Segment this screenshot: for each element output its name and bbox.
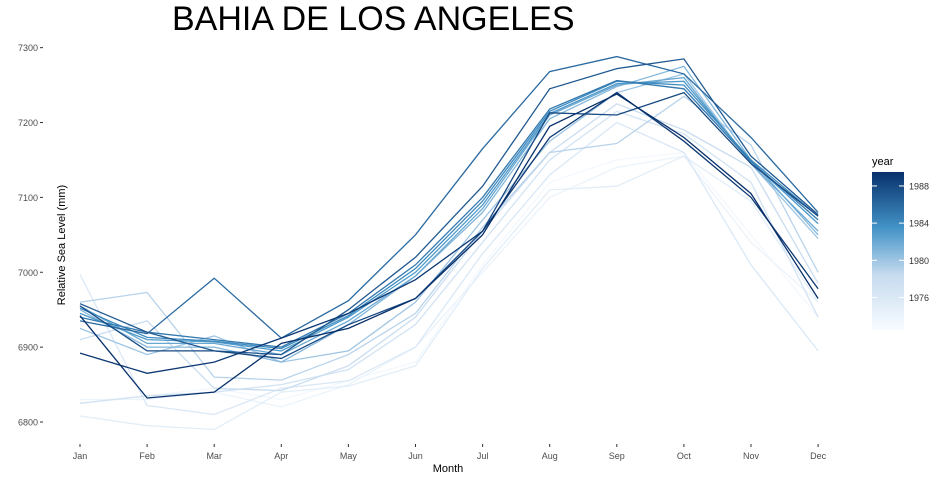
series-lines: [79, 55, 819, 431]
colorbar: [872, 172, 904, 330]
series-line-1990: [79, 93, 819, 399]
x-tick-label: Jun: [408, 451, 423, 461]
colorbar-tick-label: 1988: [909, 181, 929, 191]
x-axis: Jan Feb Mar Apr May Jun Jul Aug Sep Oct Nov Dec: [73, 444, 827, 461]
colorbar-ticks: 1976 1980 1984 1988: [872, 181, 929, 303]
x-tick-label: Feb: [139, 451, 155, 461]
y-axis: 6800 6900 7000 7100 7200 7300: [18, 43, 43, 428]
chart-title: BAHIA DE LOS ANGELES: [172, 0, 575, 38]
x-tick-label: Jul: [477, 451, 489, 461]
series-line-1988: [79, 91, 819, 360]
series-line-1974: [80, 155, 819, 408]
series-line-1984: [79, 80, 819, 350]
y-axis-title: Relative Sea Level (mm): [56, 184, 69, 306]
series-line-1982: [79, 76, 819, 356]
series-line-1983: [79, 80, 819, 352]
colorbar-tick-label: 1976: [909, 293, 929, 303]
y-tick-label: 6800: [18, 418, 38, 428]
colorbar-tick-label: 1980: [909, 256, 929, 266]
x-tick-label: Sep: [609, 451, 625, 461]
y-tick-label: 6900: [18, 343, 38, 353]
legend-title: year: [872, 156, 894, 168]
x-tick-label: Aug: [542, 451, 558, 461]
series-line-1981: [79, 65, 819, 363]
series-line-1978: [79, 103, 819, 392]
series-line-1989: [79, 91, 819, 374]
x-axis-title: Month: [432, 463, 464, 475]
x-tick-label: Oct: [677, 451, 692, 461]
series-line-1976: [79, 121, 819, 416]
x-tick-label: Jan: [73, 451, 88, 461]
series-line-1977: [79, 110, 819, 404]
series-line-1973: [79, 151, 819, 404]
y-tick-label: 7200: [18, 118, 38, 128]
x-tick-label: Mar: [206, 451, 222, 461]
series-line-1975: [79, 155, 819, 431]
colorbar-tick-label: 1984: [909, 219, 929, 229]
y-tick-label: 7100: [18, 193, 38, 203]
x-tick-label: Dec: [810, 451, 827, 461]
y-tick-label: 7000: [18, 268, 38, 278]
x-tick-label: Nov: [743, 451, 760, 461]
y-tick-label: 7300: [18, 43, 38, 53]
x-tick-label: May: [340, 451, 358, 461]
series-line-1986: [79, 55, 819, 339]
series-line-1987: [79, 58, 819, 356]
x-tick-label: Apr: [274, 451, 288, 461]
series-line-1985: [79, 79, 819, 348]
